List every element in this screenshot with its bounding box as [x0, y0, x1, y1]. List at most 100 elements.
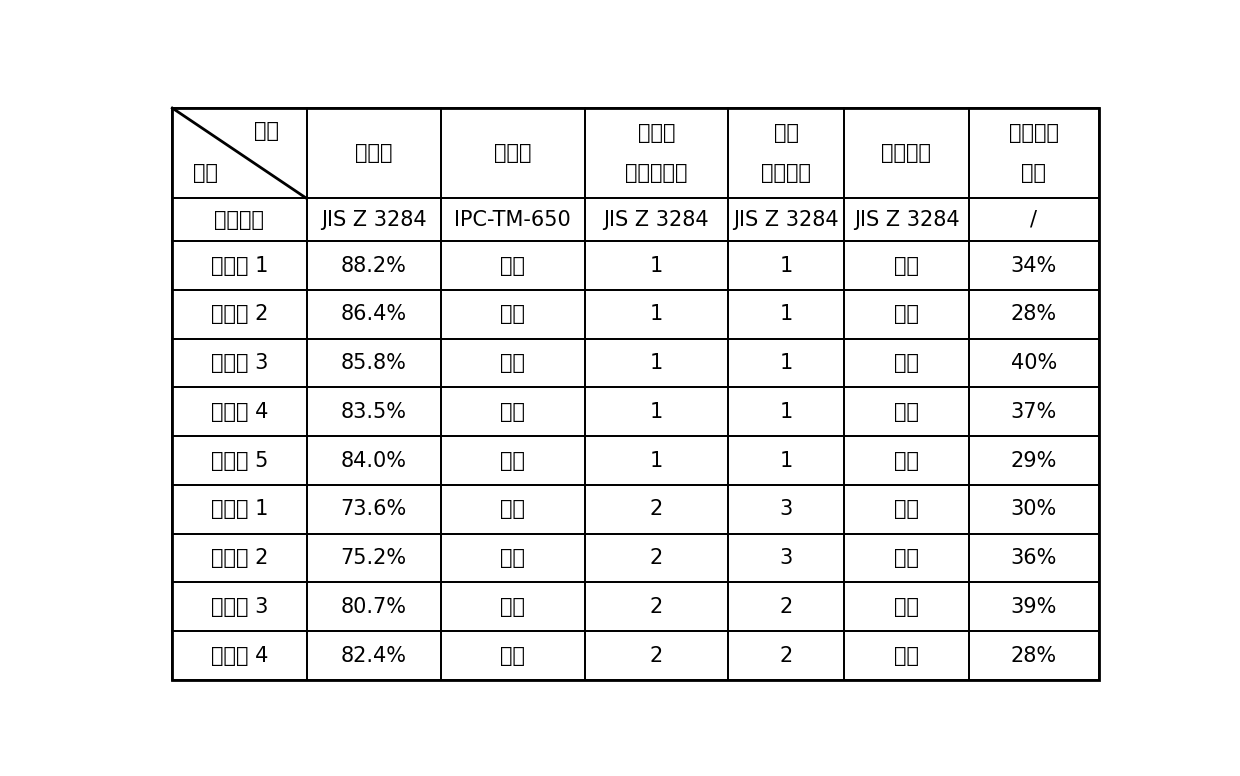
Text: 1: 1: [780, 402, 792, 422]
Text: 合格: 合格: [500, 353, 526, 373]
Text: 合格: 合格: [500, 402, 526, 422]
Text: 75.2%: 75.2%: [341, 548, 407, 568]
Text: 合格: 合格: [894, 646, 919, 666]
Text: 合格: 合格: [500, 499, 526, 519]
Text: 2: 2: [780, 646, 792, 666]
Bar: [728, 199, 844, 241]
Text: 80.7%: 80.7%: [341, 597, 407, 617]
Bar: [172, 631, 306, 680]
Text: 润湿性: 润湿性: [637, 123, 675, 144]
Bar: [172, 199, 306, 241]
Bar: [172, 534, 306, 583]
Bar: [584, 339, 728, 387]
Bar: [728, 241, 844, 290]
Bar: [441, 387, 584, 436]
Bar: [172, 583, 306, 631]
Text: 合格: 合格: [500, 304, 526, 324]
Text: 34%: 34%: [1011, 255, 1056, 275]
Bar: [728, 583, 844, 631]
Text: 2: 2: [780, 597, 792, 617]
Bar: [844, 631, 968, 680]
Bar: [441, 534, 584, 583]
Text: 合格: 合格: [894, 451, 919, 470]
Bar: [172, 436, 306, 485]
Bar: [441, 339, 584, 387]
Text: 实施例 3: 实施例 3: [211, 353, 268, 373]
Text: 合格: 合格: [894, 402, 919, 422]
Text: 1: 1: [780, 304, 792, 324]
Text: JIS Z 3284: JIS Z 3284: [604, 210, 709, 230]
Text: JIS Z 3284: JIS Z 3284: [733, 210, 838, 230]
Text: 留率: 留率: [1022, 163, 1047, 183]
Text: 2: 2: [650, 597, 663, 617]
Bar: [441, 290, 584, 339]
Text: 实施例 2: 实施例 2: [211, 304, 268, 324]
Bar: [306, 485, 441, 534]
Bar: [172, 485, 306, 534]
Text: 28%: 28%: [1011, 304, 1056, 324]
Bar: [844, 199, 968, 241]
Text: 1: 1: [650, 304, 663, 324]
Bar: [728, 387, 844, 436]
Text: 对比例 2: 对比例 2: [211, 548, 268, 568]
Bar: [306, 108, 441, 199]
Text: 合格: 合格: [500, 255, 526, 275]
Text: 扩展率: 扩展率: [355, 144, 393, 163]
Bar: [584, 108, 728, 199]
Text: 82.4%: 82.4%: [341, 646, 407, 666]
Bar: [441, 199, 584, 241]
Bar: [584, 241, 728, 290]
Text: 合格: 合格: [894, 353, 919, 373]
Bar: [968, 339, 1099, 387]
Text: 84.0%: 84.0%: [341, 451, 407, 470]
Bar: [306, 631, 441, 680]
Text: 1: 1: [650, 255, 663, 275]
Text: 29%: 29%: [1011, 451, 1056, 470]
Bar: [844, 339, 968, 387]
Bar: [968, 290, 1099, 339]
Text: 合格: 合格: [894, 548, 919, 568]
Text: 合格: 合格: [894, 255, 919, 275]
Text: 锡珠: 锡珠: [774, 123, 799, 144]
Bar: [728, 339, 844, 387]
Bar: [728, 485, 844, 534]
Bar: [728, 108, 844, 199]
Bar: [172, 108, 306, 199]
Bar: [968, 534, 1099, 583]
Text: 1: 1: [650, 451, 663, 470]
Bar: [584, 534, 728, 583]
Text: 合格: 合格: [894, 304, 919, 324]
Bar: [584, 485, 728, 534]
Bar: [844, 290, 968, 339]
Bar: [441, 631, 584, 680]
Text: 3: 3: [780, 499, 792, 519]
Bar: [306, 583, 441, 631]
Bar: [172, 387, 306, 436]
Text: 1: 1: [780, 255, 792, 275]
Text: 73.6%: 73.6%: [341, 499, 407, 519]
Bar: [172, 290, 306, 339]
Text: 合格: 合格: [500, 597, 526, 617]
Bar: [728, 631, 844, 680]
Bar: [441, 485, 584, 534]
Text: （展开度）: （展开度）: [625, 163, 688, 183]
Bar: [968, 199, 1099, 241]
Text: 实施例 4: 实施例 4: [211, 402, 268, 422]
Text: 3: 3: [780, 548, 792, 568]
Bar: [968, 241, 1099, 290]
Text: 实施例 5: 实施例 5: [211, 451, 268, 470]
Bar: [844, 108, 968, 199]
Bar: [584, 387, 728, 436]
Text: /: /: [1030, 210, 1038, 230]
Bar: [844, 583, 968, 631]
Bar: [584, 631, 728, 680]
Text: 40%: 40%: [1011, 353, 1056, 373]
Text: 对比例 4: 对比例 4: [211, 646, 268, 666]
Text: 对比例 3: 对比例 3: [211, 597, 268, 617]
Text: 2: 2: [650, 646, 663, 666]
Text: 88.2%: 88.2%: [341, 255, 407, 275]
Bar: [584, 290, 728, 339]
Bar: [968, 583, 1099, 631]
Bar: [968, 436, 1099, 485]
Bar: [306, 290, 441, 339]
